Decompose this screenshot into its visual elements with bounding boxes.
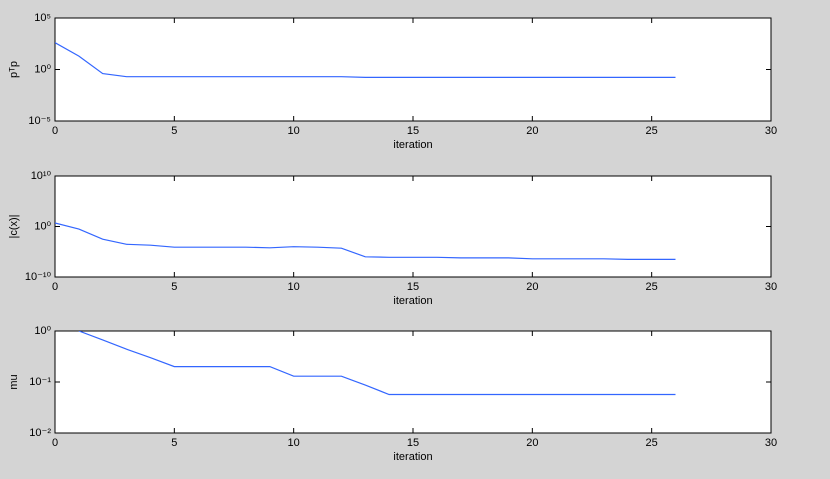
y-tick-label: 10⁰ [34, 220, 51, 232]
x-tick-label: 25 [646, 125, 658, 137]
y-axis-label: pᵀp [8, 61, 20, 78]
y-tick-label: 10⁻¹ [29, 376, 51, 388]
x-tick-label: 25 [646, 437, 658, 449]
y-tick-label: 10⁵ [34, 12, 51, 24]
x-tick-label: 5 [171, 437, 177, 449]
x-tick-label: 30 [765, 281, 777, 293]
x-tick-label: 30 [765, 125, 777, 137]
x-tick-label: 0 [52, 281, 58, 293]
x-tick-label: 10 [288, 437, 300, 449]
x-tick-label: 10 [288, 125, 300, 137]
y-tick-label: 10⁰ [34, 63, 51, 75]
x-tick-label: 15 [407, 437, 419, 449]
x-axis-label: iteration [393, 295, 432, 307]
y-tick-label: 10⁰ [34, 325, 51, 337]
x-tick-label: 30 [765, 437, 777, 449]
x-axis-label: iteration [393, 451, 432, 463]
data-line [55, 42, 676, 78]
x-tick-label: 0 [52, 437, 58, 449]
x-tick-label: 5 [171, 125, 177, 137]
x-tick-label: 20 [526, 281, 538, 293]
x-tick-label: 0 [52, 125, 58, 137]
data-line [78, 331, 676, 396]
y-axis-label: mu [8, 374, 20, 389]
x-tick-label: 10 [288, 281, 300, 293]
x-tick-label: 20 [526, 125, 538, 137]
x-tick-label: 25 [646, 281, 658, 293]
x-axis-label: iteration [393, 139, 432, 151]
x-tick-label: 20 [526, 437, 538, 449]
y-tick-label: 10⁻² [29, 427, 51, 439]
axes-background [54, 17, 772, 122]
x-tick-label: 5 [171, 281, 177, 293]
axes-background [54, 330, 772, 434]
y-tick-label: 10¹⁰ [31, 170, 52, 182]
axes-background [54, 175, 772, 278]
x-tick-label: 15 [407, 281, 419, 293]
x-tick-label: 15 [407, 125, 419, 137]
data-line [55, 222, 676, 260]
y-tick-label: 10⁻¹⁰ [25, 271, 52, 283]
y-tick-label: 10⁻⁵ [28, 115, 51, 127]
y-axis-label: |c(x)| [8, 214, 20, 238]
